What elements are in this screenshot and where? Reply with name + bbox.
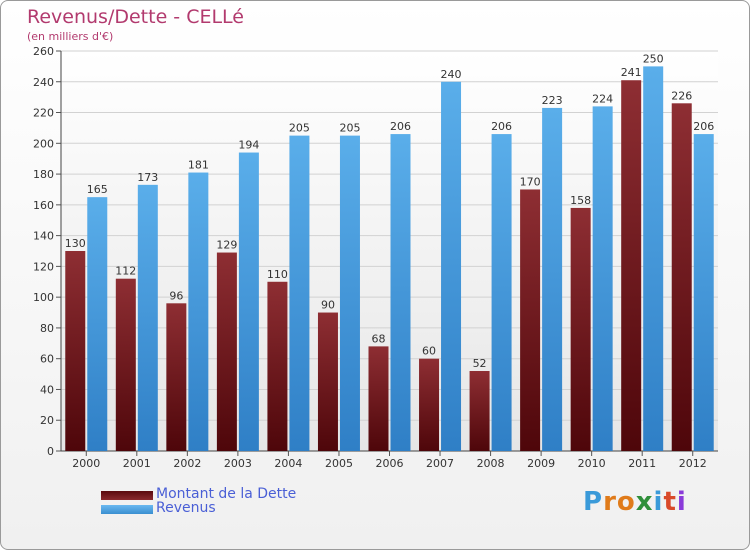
bar-dette bbox=[671, 103, 692, 452]
x-tick-label: 2003 bbox=[224, 457, 252, 470]
data-label: 60 bbox=[422, 345, 436, 358]
data-label: 206 bbox=[693, 120, 714, 133]
y-tick-label: 240 bbox=[33, 76, 54, 89]
y-tick-label: 60 bbox=[40, 353, 54, 366]
bar-revenus bbox=[188, 172, 209, 452]
bar-revenus bbox=[693, 134, 714, 452]
logo-letter: i bbox=[653, 487, 664, 517]
data-label: 223 bbox=[542, 94, 563, 107]
plot-area bbox=[61, 51, 718, 451]
y-tick-label: 160 bbox=[33, 199, 54, 212]
data-label: 130 bbox=[65, 237, 86, 250]
x-tick-label: 2001 bbox=[123, 457, 151, 470]
y-tick-label: 100 bbox=[33, 291, 54, 304]
x-tick-label: 2004 bbox=[274, 457, 302, 470]
logo-letter: t bbox=[663, 487, 677, 517]
bar-dette bbox=[317, 312, 338, 451]
bar-revenus bbox=[238, 152, 259, 452]
data-label: 181 bbox=[188, 159, 209, 172]
data-label: 158 bbox=[570, 194, 591, 207]
data-label: 205 bbox=[289, 122, 310, 135]
data-label: 129 bbox=[216, 239, 237, 252]
bar-dette bbox=[267, 281, 288, 451]
bar-revenus bbox=[592, 106, 613, 451]
data-label: 68 bbox=[372, 332, 386, 345]
bar-dette bbox=[621, 80, 642, 451]
bar-dette bbox=[65, 251, 86, 451]
proxiti-logo: Proxiti bbox=[583, 487, 687, 517]
data-label: 52 bbox=[473, 357, 487, 370]
y-tick-label: 260 bbox=[33, 45, 54, 58]
data-label: 241 bbox=[621, 66, 642, 79]
bar-revenus bbox=[339, 135, 360, 451]
x-tick-label: 2011 bbox=[628, 457, 656, 470]
x-tick-label: 2009 bbox=[527, 457, 555, 470]
data-label: 165 bbox=[87, 183, 108, 196]
bar-dette bbox=[520, 189, 541, 451]
x-tick-label: 2005 bbox=[325, 457, 353, 470]
bar-dette bbox=[216, 252, 237, 451]
legend-swatch-revenus bbox=[101, 505, 153, 514]
legend-swatch-dette bbox=[101, 491, 153, 500]
bar-revenus bbox=[390, 134, 411, 452]
logo-letter: o bbox=[616, 487, 636, 517]
y-tick-label: 80 bbox=[40, 322, 54, 335]
y-tick-label: 0 bbox=[47, 445, 54, 458]
data-label: 90 bbox=[321, 299, 335, 312]
logo-letter: r bbox=[603, 487, 617, 517]
data-label: 96 bbox=[169, 289, 183, 302]
bar-revenus bbox=[542, 107, 563, 451]
y-tick-label: 220 bbox=[33, 107, 54, 120]
bar-dette bbox=[419, 358, 440, 451]
bar-dette bbox=[166, 303, 187, 451]
data-label: 170 bbox=[520, 175, 541, 188]
data-label: 240 bbox=[441, 68, 462, 81]
data-label: 250 bbox=[643, 52, 664, 65]
logo-letter: i bbox=[676, 487, 687, 517]
bar-dette bbox=[469, 371, 490, 451]
legend-label-dette: Montant de la Dette bbox=[156, 486, 297, 502]
bar-dette bbox=[368, 346, 389, 451]
data-label: 110 bbox=[267, 268, 288, 281]
y-tick-label: 200 bbox=[33, 137, 54, 150]
x-tick-label: 2006 bbox=[376, 457, 404, 470]
y-tick-label: 40 bbox=[40, 383, 54, 396]
bar-revenus bbox=[289, 135, 310, 451]
data-label: 112 bbox=[115, 265, 136, 278]
x-tick-label: 2002 bbox=[173, 457, 201, 470]
bar-dette bbox=[115, 278, 136, 451]
x-tick-label: 2008 bbox=[477, 457, 505, 470]
data-label: 205 bbox=[339, 122, 360, 135]
bar-revenus bbox=[441, 81, 462, 452]
y-tick-label: 140 bbox=[33, 230, 54, 243]
bar-revenus bbox=[643, 66, 664, 451]
legend-label-revenus: Revenus bbox=[156, 500, 216, 516]
data-label: 173 bbox=[137, 171, 158, 184]
x-tick-label: 2012 bbox=[679, 457, 707, 470]
data-label: 206 bbox=[491, 120, 512, 133]
data-label: 194 bbox=[238, 139, 259, 152]
y-tick-label: 120 bbox=[33, 260, 54, 273]
data-label: 224 bbox=[592, 92, 613, 105]
data-label: 226 bbox=[671, 89, 692, 102]
x-tick-label: 2000 bbox=[72, 457, 100, 470]
logo-letter: P bbox=[583, 487, 604, 517]
x-tick-label: 2010 bbox=[578, 457, 606, 470]
bar-revenus bbox=[87, 197, 108, 451]
x-tick-label: 2007 bbox=[426, 457, 454, 470]
bar-revenus bbox=[137, 184, 158, 451]
logo-letter: x bbox=[635, 487, 654, 517]
bar-revenus bbox=[491, 134, 512, 452]
bar-dette bbox=[570, 207, 591, 451]
y-tick-label: 180 bbox=[33, 168, 54, 181]
chart-subtitle: (en milliers d'€) bbox=[27, 30, 114, 43]
y-tick-label: 20 bbox=[40, 414, 54, 427]
data-label: 206 bbox=[390, 120, 411, 133]
chart-title: Revenus/Dette - CELLé bbox=[27, 6, 244, 28]
